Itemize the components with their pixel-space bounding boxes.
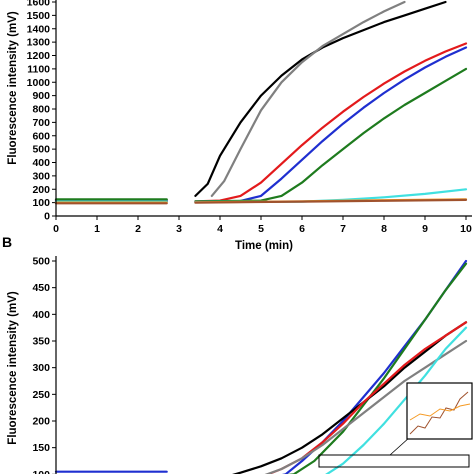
panel-b-y-axis-label: Fluorescence intensity (mV) (7, 291, 19, 445)
panel-a-x-axis-label: Time (min) (235, 240, 293, 252)
panel-b-y-tick-label: 500 (32, 256, 50, 268)
panel-a-x-tick-label: 4 (217, 223, 223, 235)
panel-a-series-4-line (194, 67, 468, 203)
panel-a-y-tick-label: 1400 (27, 23, 51, 35)
panel-a-x-tick-label: 9 (422, 223, 428, 235)
panel-a-y-tick-label: 600 (32, 130, 50, 142)
panel-b-y-tick-label: 150 (32, 442, 50, 454)
panel-b-inset-frame (406, 382, 473, 440)
panel-a-y-tick-label: 400 (32, 157, 50, 169)
panel-b-series-4-line (264, 339, 468, 474)
panel-a-series-2-line (194, 42, 468, 203)
panel-b-y-tick-label: 250 (32, 389, 50, 401)
panel-b-y-tick-label: 300 (32, 362, 50, 374)
panel-a-y-tick-label: 500 (32, 144, 50, 156)
panel-a-x-tick-label: 0 (53, 223, 59, 235)
panel-b-y-tick-label: 200 (32, 416, 50, 428)
panel-a: 0100200300400500600700800900100011001200… (7, 0, 472, 252)
panel-a-y-tick-label: 300 (32, 170, 50, 182)
panel-a-y-tick-label: 700 (32, 117, 50, 129)
panel-a-y-tick-label: 1000 (27, 77, 51, 89)
panel-b-series-3-line (265, 321, 468, 474)
panel-a-y-axis-label: Fluorescence intensity (mV) (7, 11, 19, 165)
panel-a-y-tick-label: 200 (32, 184, 50, 196)
panel-a-x-tick-label: 3 (176, 223, 182, 235)
panel-b-zoom-box (318, 454, 470, 468)
panel-b-series-2-line (232, 321, 468, 474)
panel-a-x-tick-label: 6 (299, 223, 305, 235)
panel-b: B 100 150 200 250 300 350 400 450 500 Fluorescen… (2, 234, 473, 474)
panel-a-x-tick-label: 8 (381, 223, 387, 235)
panel-a-x-tick-label: 1 (94, 223, 100, 235)
panel-b-series-5-line (325, 326, 468, 474)
panel-a-y-tick-label: 1600 (27, 0, 51, 9)
panel-b-marks: 100 150 200 250 300 350 400 450 500 (32, 256, 468, 474)
panel-a-y-tick-label: 800 (32, 104, 50, 116)
panel-b-series-1-line (286, 262, 468, 474)
panel-a-y-tick-label: 1200 (27, 50, 51, 62)
panel-b-y-tick-label: 100 (32, 469, 50, 474)
panel-a-series-7-line (194, 198, 468, 204)
panel-b-letter: B (2, 234, 12, 250)
panel-a-y-tick-label: 100 (32, 197, 50, 209)
panel-a-x-tick-label: 10 (460, 223, 472, 235)
panel-b-inset-line-orange (409, 403, 471, 421)
panel-a-x-tick-label: 5 (258, 223, 264, 235)
panel-a-x-tick-label: 7 (340, 223, 346, 235)
panel-a-x-tick-label: 2 (135, 223, 141, 235)
panel-a-y-tick-label: 1100 (27, 63, 50, 75)
panel-b-y-tick-label: 450 (32, 282, 50, 294)
panel-a-series-1-line (210, 0, 406, 197)
panel-b-inset-connector (389, 436, 411, 456)
panel-b-y-tick-label: 350 (32, 336, 50, 348)
panel-a-y-tick-label: 1500 (27, 10, 51, 22)
panel-b-inset-line-brown (409, 391, 469, 435)
panel-b-y-tick-label: 400 (32, 309, 50, 321)
panel-a-y-tick-label: 900 (32, 90, 50, 102)
panel-a-series-3-line (194, 46, 468, 203)
panel-a-y-tick-label: 1300 (27, 37, 51, 49)
panel-a-marks: 0100200300400500600700800900100011001200… (27, 0, 472, 235)
panel-a-y-tick-label: 0 (44, 211, 50, 223)
